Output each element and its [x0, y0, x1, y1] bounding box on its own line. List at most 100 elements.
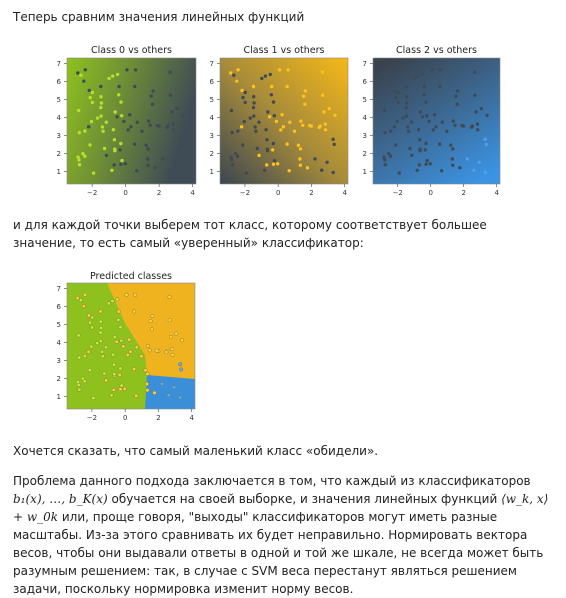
data-point [170, 347, 175, 352]
scatter-points [229, 68, 337, 175]
data-point [80, 376, 85, 381]
data-point [179, 137, 183, 141]
data-point [145, 157, 150, 161]
x-tick-label: 4 [190, 189, 195, 197]
data-point [276, 162, 280, 166]
data-point [392, 125, 397, 129]
data-point [270, 84, 274, 89]
data-point [95, 341, 100, 346]
data-point [106, 301, 111, 306]
data-point [408, 146, 412, 151]
data-point [299, 119, 303, 123]
data-point [76, 71, 80, 75]
data-point [75, 380, 80, 385]
data-point [81, 304, 86, 309]
data-point [114, 339, 119, 344]
data-point [76, 382, 81, 387]
data-point [86, 313, 91, 318]
data-point [116, 317, 121, 322]
data-point [168, 93, 173, 97]
data-point [135, 169, 139, 173]
data-point [417, 128, 421, 132]
mid-text: и для каждой точки выберем тот класс, ко… [13, 218, 487, 250]
data-point [305, 166, 310, 170]
data-point [145, 388, 150, 393]
data-point [111, 352, 116, 357]
data-point [179, 170, 183, 175]
data-point [171, 122, 175, 126]
data-point [331, 137, 335, 141]
data-point [159, 381, 164, 386]
data-point [146, 119, 151, 123]
x-tick-label: 4 [189, 414, 194, 422]
chart-title: Class 1 vs others [244, 45, 325, 56]
data-point [133, 142, 137, 146]
data-point [243, 90, 247, 95]
data-point [168, 334, 173, 339]
data-point [115, 115, 119, 119]
data-point [453, 123, 457, 128]
data-point [100, 354, 105, 359]
data-point [144, 382, 149, 387]
data-point [99, 84, 103, 89]
data-point [99, 326, 104, 331]
x-tick-label: 2 [156, 414, 160, 422]
data-point [76, 155, 80, 159]
x-tick-label: 0 [276, 189, 280, 197]
data-point [410, 153, 414, 158]
data-point [458, 166, 462, 170]
data-point [174, 331, 179, 336]
data-point [410, 120, 414, 124]
data-point [396, 90, 400, 95]
data-point [388, 129, 393, 133]
data-point [82, 354, 87, 359]
data-point [298, 147, 303, 151]
data-point [301, 123, 305, 128]
data-point [388, 79, 392, 84]
problem-line1: Проблема данного подхода заключается в т… [13, 474, 531, 488]
data-point [123, 162, 127, 166]
data-point [170, 110, 174, 114]
data-point [404, 84, 408, 89]
data-point [165, 125, 169, 129]
data-point [144, 143, 148, 147]
data-point [87, 368, 92, 373]
data-point [230, 163, 235, 167]
data-point [473, 70, 477, 74]
data-point [292, 129, 297, 133]
data-point [83, 154, 87, 158]
data-point [229, 155, 233, 159]
data-point [133, 84, 137, 89]
data-point [119, 338, 124, 343]
problem-text2: обучается на своей выборке, и значения л… [107, 492, 502, 506]
chart-1: Class 1 vs others −2 0 2 4 1 2 3 4 5 6 7 [210, 45, 349, 197]
offended-text: Хочется сказать, что самый маленький кла… [13, 444, 379, 458]
data-point [484, 142, 488, 147]
chart-2: Class 2 vs others −2 0 2 4 1 2 3 4 5 6 7 [363, 45, 501, 197]
data-point [234, 152, 238, 156]
data-point [125, 68, 129, 72]
data-point [129, 125, 133, 129]
data-point [118, 366, 123, 371]
y-tick-label: 1 [57, 393, 61, 401]
data-point [325, 160, 329, 164]
data-point [82, 379, 87, 384]
data-point [422, 84, 426, 89]
y-tick-label: 5 [210, 96, 214, 104]
data-point [156, 349, 161, 354]
data-point [252, 95, 256, 99]
data-point [145, 371, 150, 376]
data-point [465, 157, 469, 161]
data-point [395, 119, 399, 124]
data-point [287, 169, 291, 173]
data-point [229, 71, 233, 75]
data-point [77, 387, 82, 392]
data-point [424, 162, 428, 166]
data-point [397, 171, 401, 175]
data-point [383, 163, 387, 167]
plot-frame [219, 57, 349, 185]
data-point [119, 383, 124, 388]
data-point [474, 110, 478, 114]
data-point [83, 292, 88, 297]
data-point [460, 123, 464, 128]
